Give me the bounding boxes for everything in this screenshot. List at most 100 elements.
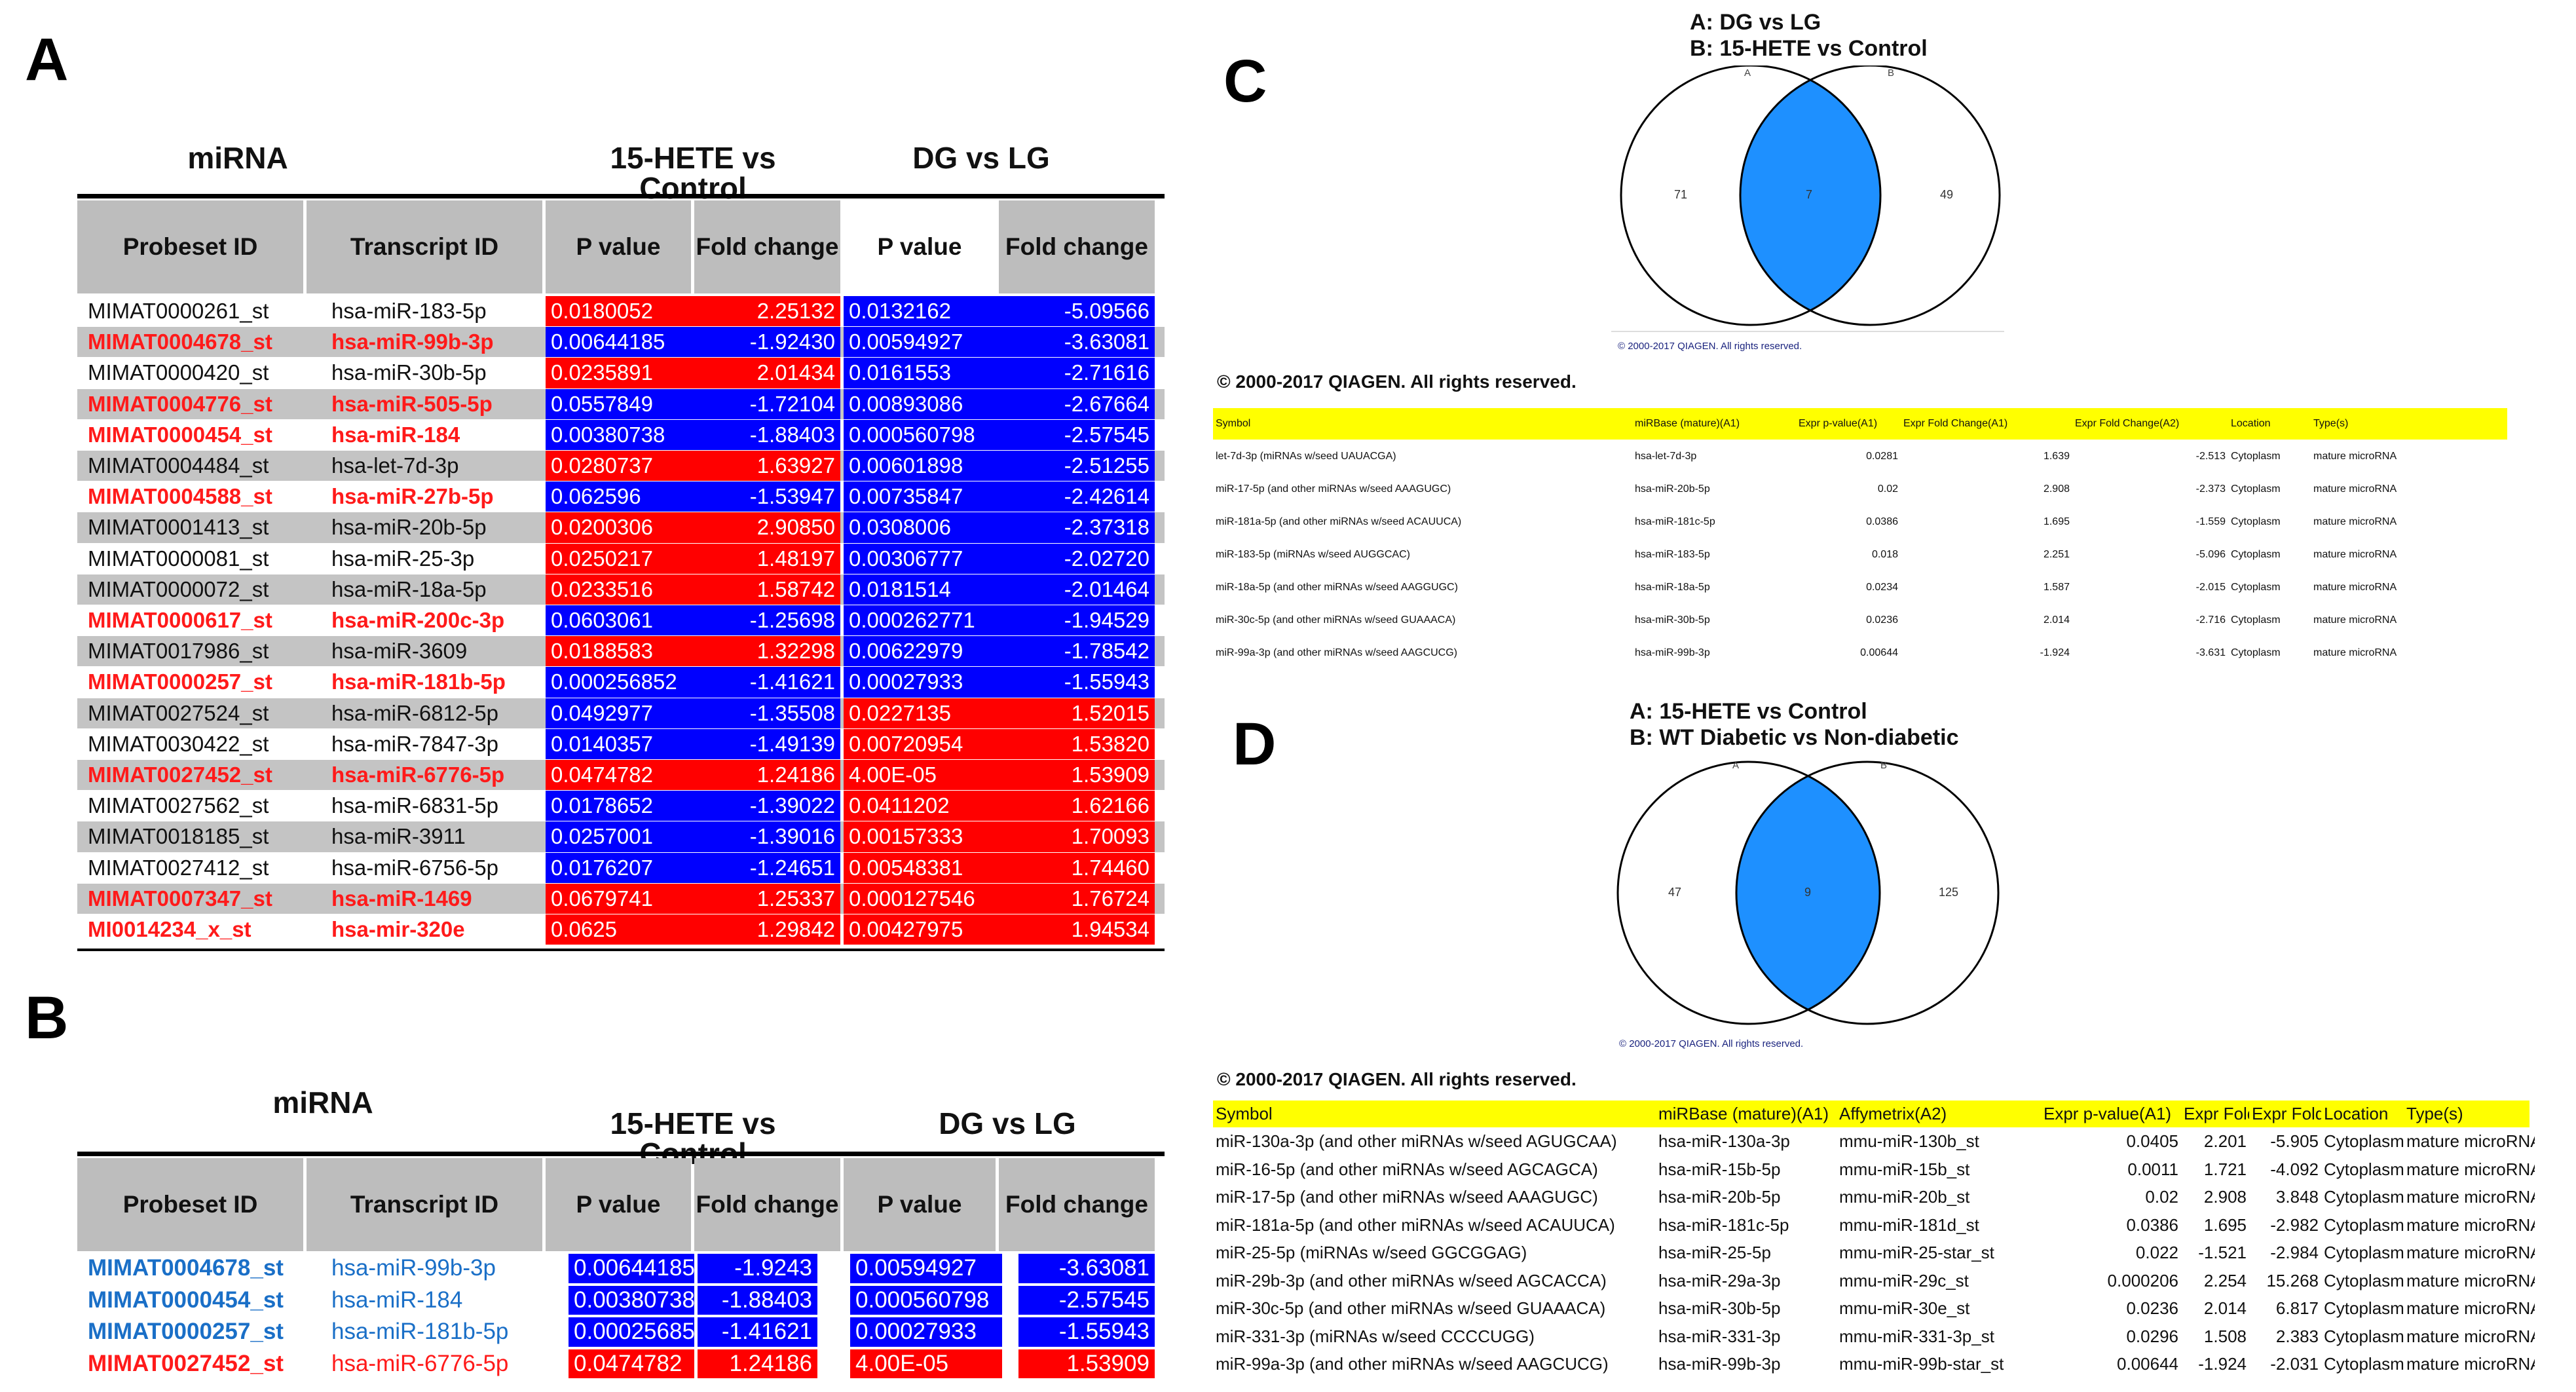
qiagen-table-d: © 2000-2017 QIAGEN. All rights reserved.…	[1213, 1069, 2562, 1383]
venn-d-circle-b	[1735, 761, 2000, 1025]
qiagen-header-row: Symbol miRBase (mature)(A1) Expr p-value(A…	[1213, 408, 2507, 440]
transcript-id: hsa-miR-6812-5p	[307, 698, 542, 728]
hete-fold-change: -1.92430	[694, 327, 840, 358]
table-cell: Cytoplasm	[2231, 516, 2281, 527]
venn-d-right-count: 125	[1939, 886, 1958, 899]
group-title-dg: DG vs LG	[939, 1106, 1076, 1140]
dg-fold-change: -2.71616	[999, 358, 1155, 388]
table-cell: 0.0234	[1866, 582, 1898, 593]
hete-pvalue: 0.0280737	[546, 451, 694, 481]
table-cell: mmu-miR-30e_st	[1839, 1298, 1970, 1319]
hete-fold-change: 2.90850	[694, 512, 840, 543]
header-transcript: Transcript ID	[307, 200, 542, 293]
table-cell: hsa-miR-18a-5p	[1635, 582, 1710, 593]
table-cell: miR-130a-3p (and other miRNAs w/seed AGU…	[1216, 1131, 1617, 1152]
table-row: miR-30c-5p (and other miRNAs w/seed GUAA…	[1213, 605, 2507, 636]
venn-d-title-b: B: WT Diabetic vs Non-diabetic	[1630, 725, 1959, 750]
table-cell: Cytoplasm	[2324, 1354, 2404, 1374]
probeset-id: MIMAT0018185_st	[88, 824, 269, 849]
column-header: Type(s)	[2406, 1103, 2463, 1123]
venn-diagram-c: A B 71 7 49	[1620, 66, 2001, 326]
probeset-id: MIMAT0000420_st	[88, 360, 269, 385]
header-hete-pvalue: P value	[546, 200, 691, 293]
table-a: miRNA 15-HETE vs Control DG vs LG Probes…	[77, 0, 1165, 956]
transcript-id: hsa-miR-99b-3p	[307, 327, 542, 358]
transcript-id: hsa-miR-200c-3p	[307, 605, 542, 636]
hete-fold-change: -1.49139	[694, 728, 840, 759]
transcript-id: hsa-miR-505-5p	[307, 388, 542, 419]
hete-pvalue: 0.0235891	[546, 358, 694, 388]
table-cell: 1.695	[2043, 516, 2070, 527]
group-title-dg: DG vs LG	[912, 141, 1050, 175]
table-cell: 0.000206	[2107, 1270, 2178, 1290]
table-row: MIMAT0000454_st hsa-miR-184 0.00380738 -1.8…	[77, 1285, 1165, 1315]
table-row: MIMAT0000420_st hsa-miR-30b-5p 0.0235891 2.…	[77, 358, 1165, 388]
hete-fold-change: 1.24186	[694, 760, 840, 791]
dg-fold-change: -3.63081	[1018, 1254, 1155, 1283]
hete-fold-change: 1.58742	[694, 574, 840, 605]
table-cell: mature microRNA	[2406, 1354, 2535, 1374]
table-cell: -1.559	[2195, 516, 2226, 527]
venn-c-overlap-count: 7	[1806, 188, 1812, 201]
dg-fold-change: -2.01464	[999, 574, 1155, 605]
table-cell: hsa-let-7d-3p	[1635, 451, 1697, 462]
table-cell: mmu-miR-15b_st	[1839, 1159, 1970, 1179]
table-cell: hsa-miR-20b-5p	[1635, 483, 1710, 495]
table-cell: hsa-miR-99b-3p	[1635, 647, 1710, 658]
table-row: miR-30c-5p (and other miRNAs w/seed GUAA…	[1213, 1296, 2535, 1323]
transcript-id: hsa-miR-25-3p	[307, 543, 542, 574]
hete-pvalue: 0.00644185	[546, 327, 694, 358]
transcript-id: hsa-miR-181b-5p	[307, 667, 542, 698]
table-cell: 0.0296	[2126, 1326, 2178, 1346]
venn-c-left-count: 71	[1674, 188, 1687, 201]
table-cell: hsa-miR-15b-5p	[1658, 1159, 1781, 1179]
table-cell: -2.984	[2270, 1243, 2319, 1263]
column-header: Symbol	[1216, 418, 1251, 429]
column-header: Expr p-value(A1)	[2044, 1103, 2172, 1123]
hete-fold-change: 1.48197	[694, 543, 840, 574]
hete-fold-change: -1.25698	[694, 605, 840, 636]
probeset-id: MIMAT0030422_st	[88, 731, 269, 756]
header-hete-pvalue: P value	[546, 1158, 691, 1251]
dg-pvalue: 0.000127546	[844, 883, 999, 914]
table-cell: 3.848	[2275, 1187, 2319, 1207]
table-cell: hsa-miR-183-5p	[1635, 549, 1710, 560]
hete-fold-change: 1.63927	[694, 451, 840, 481]
hete-fold-change: 1.32298	[694, 636, 840, 667]
table-b: miRNA 15-HETE vs Control DG vs LG Probes…	[77, 1074, 1165, 1389]
hete-fold-change: -1.35508	[694, 698, 840, 728]
table-cell: mature microRNA	[2313, 549, 2397, 560]
hete-pvalue: 0.0625	[546, 914, 694, 945]
venn-d-overlap-count: 9	[1804, 886, 1811, 899]
table-cell: -2.513	[2195, 451, 2226, 462]
hete-pvalue: 0.0679741	[546, 883, 694, 914]
table-cell: Cytoplasm	[2231, 549, 2281, 560]
table-cell: Cytoplasm	[2324, 1243, 2404, 1263]
header-dg-pvalue: P value	[844, 1158, 996, 1251]
table-cell: -1.924	[2040, 647, 2070, 658]
table-cell: miR-99a-3p (and other miRNAs w/seed AAGC…	[1216, 1354, 1609, 1374]
table-cell: hsa-miR-130a-3p	[1658, 1131, 1790, 1152]
table-cell: 2.014	[2203, 1298, 2247, 1319]
dg-fold-change: 1.52015	[999, 698, 1155, 728]
dg-pvalue: 0.0227135	[844, 698, 999, 728]
hete-pvalue: 0.0140357	[546, 728, 694, 759]
table-cell: Cytoplasm	[2324, 1159, 2404, 1179]
transcript-id: hsa-miR-99b-3p	[307, 1254, 542, 1283]
table-row: MIMAT0027452_st hsa-miR-6776-5p 0.0474782 1…	[77, 760, 1165, 791]
hete-pvalue: 0.00644185	[569, 1254, 694, 1283]
group-title-mirna: miRNA	[272, 1085, 373, 1119]
column-header: Affymetrix(A2)	[1839, 1103, 1947, 1123]
table-cell: 15.268	[2266, 1270, 2319, 1290]
table-cell: -3.631	[2195, 647, 2226, 658]
table-cell: hsa-miR-30b-5p	[1658, 1298, 1781, 1319]
venn-d-label-b: B	[1880, 760, 1887, 771]
table-row: MIMAT0004678_st hsa-miR-99b-3p 0.00644185-…	[77, 327, 1165, 358]
table-cell: mature microRNA	[2313, 516, 2397, 527]
table-cell: 2.383	[2275, 1326, 2319, 1346]
table-cell: miR-99a-3p (and other miRNAs w/seed AAGC…	[1216, 647, 1458, 658]
transcript-id: hsa-miR-6776-5p	[307, 760, 542, 791]
table-cell: mature microRNA	[2406, 1270, 2535, 1290]
table-row: MIMAT0007347_st hsa-miR-1469 0.0679741 1.25…	[77, 883, 1165, 914]
table-row: MIMAT0000257_st hsa-miR-181b-5p 0.00025685…	[77, 1317, 1165, 1347]
